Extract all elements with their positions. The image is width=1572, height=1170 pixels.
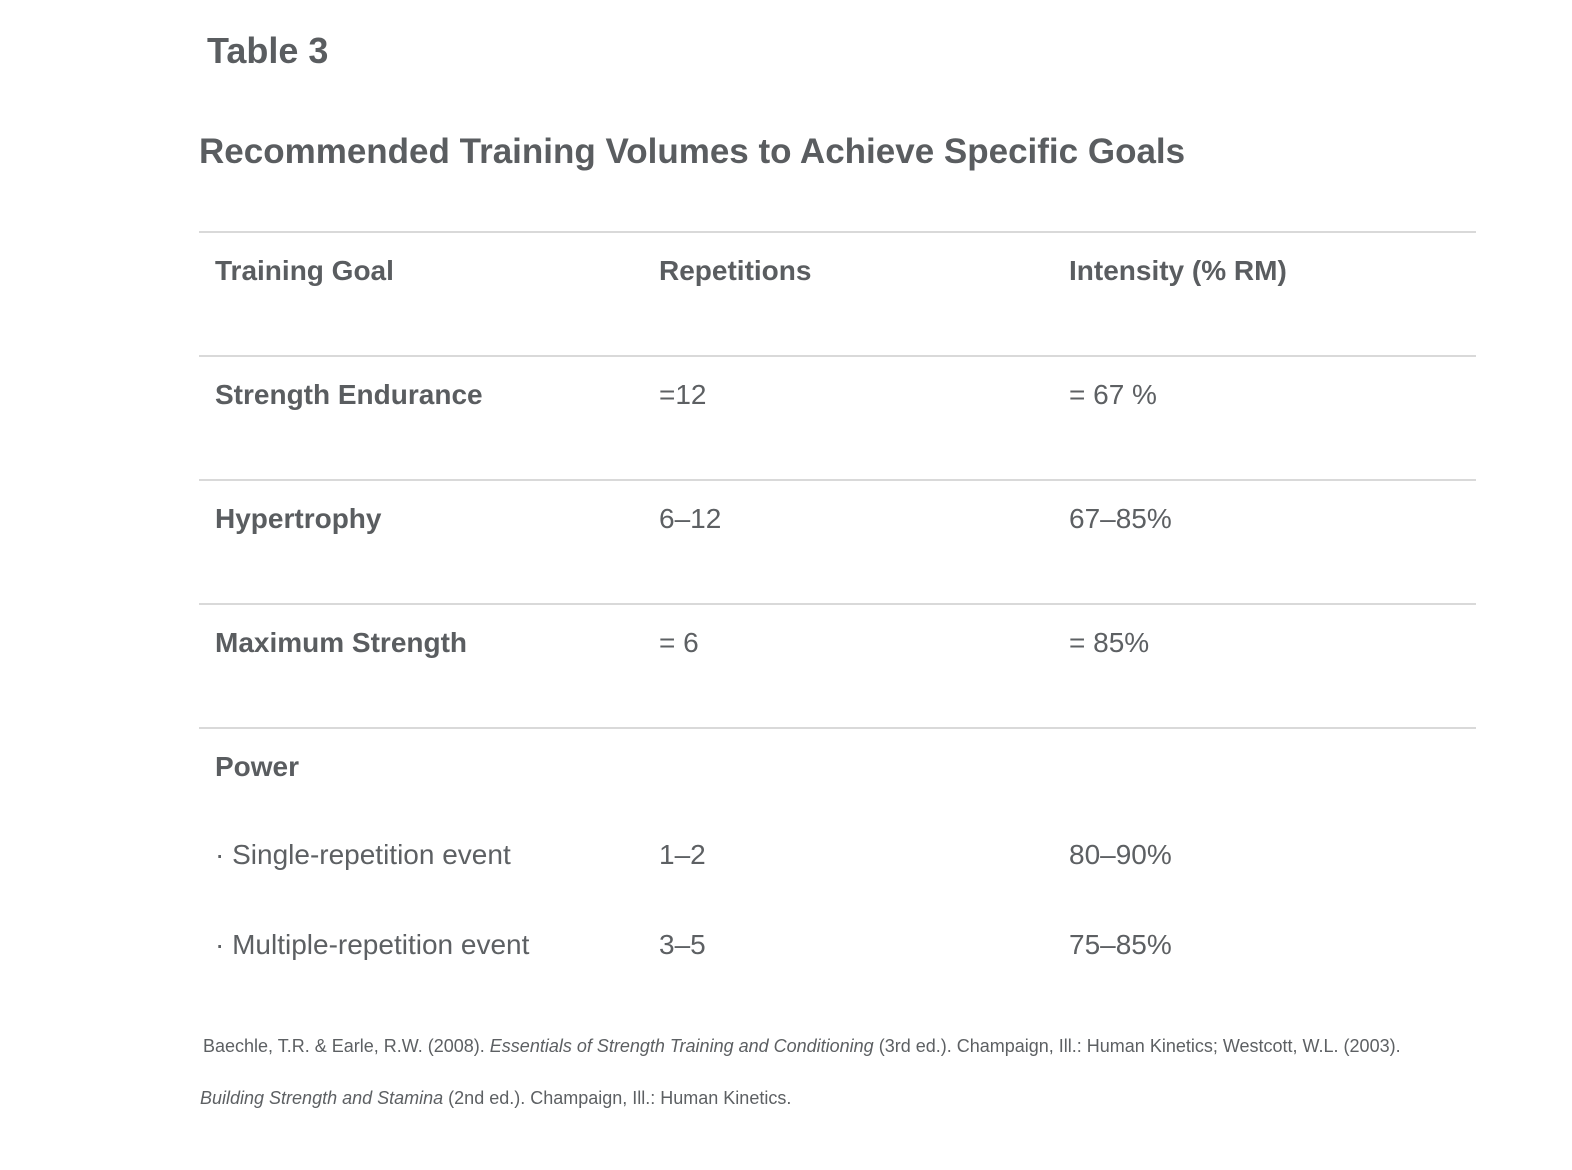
goal-cell: Strength Endurance [215, 379, 483, 410]
table-row: Hypertrophy 6–12 67–85% [199, 481, 1476, 605]
goal-cell: · Multiple-repetition event [215, 929, 530, 960]
column-header-training-goal: Training Goal [215, 255, 394, 286]
repetitions-cell: = 6 [659, 627, 699, 658]
repetitions-cell: 6–12 [659, 503, 722, 534]
footnote-text: (3rd ed.). Champaign, Ill.: Human Kineti… [873, 1036, 1401, 1056]
repetitions-cell: =12 [659, 379, 707, 410]
footnote-text: Baechle, T.R. & Earle, R.W. (2008). [203, 1036, 490, 1056]
goal-cell: · Single-repetition event [215, 839, 511, 870]
intensity-cell: = 67 % [1069, 379, 1157, 410]
footnote-book-title: Essentials of Strength Training and Cond… [489, 1036, 874, 1056]
source-footnote-line-2: Building Strength and Stamina (2nd ed.).… [200, 1088, 1480, 1109]
intensity-cell: 75–85% [1069, 929, 1172, 960]
goal-cell: Hypertrophy [215, 503, 382, 534]
footnote-text: (2nd ed.). Champaign, Ill.: Human Kineti… [443, 1088, 792, 1108]
goal-cell-power: Power [215, 751, 300, 782]
footnote-book-title: Building Strength and Stamina [200, 1088, 444, 1108]
intensity-cell: 80–90% [1069, 839, 1172, 870]
power-row-group: Power · Single-repetition event 1–2 80–9… [199, 729, 1476, 979]
table-header-row: Training Goal Repetitions Intensity (% R… [199, 233, 1476, 357]
table-subrow: · Single-repetition event 1–2 80–90% [199, 839, 1476, 879]
column-header-repetitions: Repetitions [659, 255, 812, 286]
table-subrow: · Multiple-repetition event 3–5 75–85% [199, 929, 1476, 969]
table-row: Strength Endurance =12 = 67 % [199, 357, 1476, 481]
table-title: Recommended Training Volumes to Achieve … [199, 132, 1186, 171]
table-row: Maximum Strength = 6 = 85% [199, 605, 1476, 729]
repetitions-cell: 3–5 [659, 929, 706, 960]
training-volume-table: Training Goal Repetitions Intensity (% R… [199, 231, 1476, 979]
intensity-cell: 67–85% [1069, 503, 1172, 534]
source-footnote-line-1: Baechle, T.R. & Earle, R.W. (2008). Esse… [203, 1036, 1483, 1057]
intensity-cell: = 85% [1069, 627, 1150, 658]
table-label: Table 3 [207, 30, 329, 71]
column-header-intensity: Intensity (% RM) [1069, 255, 1287, 286]
goal-cell: Maximum Strength [215, 627, 468, 658]
repetitions-cell: 1–2 [659, 839, 706, 870]
